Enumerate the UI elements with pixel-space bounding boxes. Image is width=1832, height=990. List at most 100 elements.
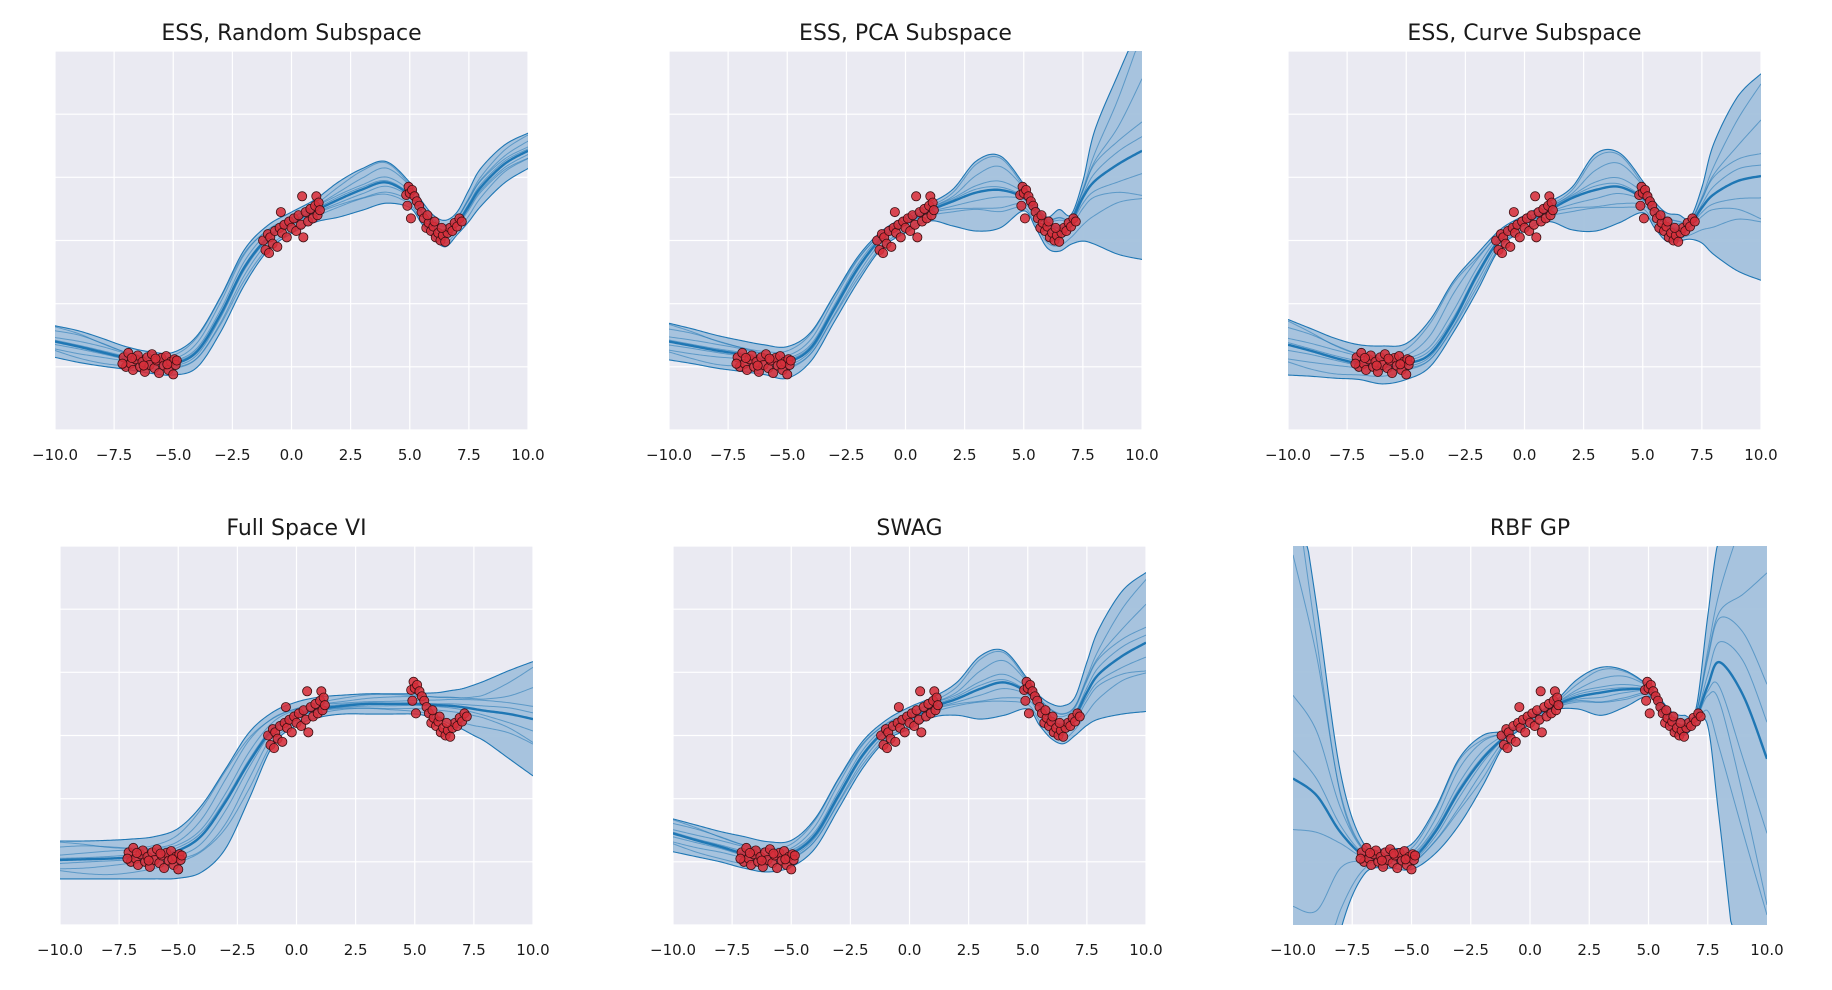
observation-point: [1070, 216, 1081, 227]
observation-point: [1520, 727, 1531, 738]
x-tick-label: −10.0: [37, 941, 83, 959]
observation-point: [436, 222, 447, 233]
x-tick-label: −2.5: [832, 941, 868, 959]
x-tick-label: 2.5: [953, 446, 977, 464]
observation-point: [731, 358, 742, 369]
observation-point: [280, 702, 291, 713]
observation-point: [886, 241, 897, 252]
observation-point: [899, 727, 910, 738]
observation-point: [895, 232, 906, 243]
observation-point: [150, 353, 161, 364]
subplot: ESS, Curve Subspace −10.0 −7.5 −5.0 −2.5 0.0 2…: [1265, 21, 1778, 464]
observation-point: [122, 853, 133, 864]
observation-point: [162, 359, 173, 370]
subplot: SWAG −10.0 −7.5 −5.0 −2.5 0.0 2.5 5.0 7.5 10.0: [650, 516, 1163, 959]
observation-point: [756, 855, 767, 866]
observation-point: [780, 854, 791, 865]
x-tick-label: 2.5: [1572, 446, 1596, 464]
observation-point: [1644, 708, 1655, 719]
x-tick-label: −5.0: [773, 941, 809, 959]
observation-point: [176, 850, 187, 861]
observation-point: [1535, 686, 1546, 697]
observation-point: [1668, 711, 1679, 722]
observation-point: [281, 232, 292, 243]
observation-point: [440, 236, 451, 247]
observation-point: [782, 369, 793, 380]
observation-point: [772, 863, 783, 874]
band-upper-edge: [673, 572, 1146, 844]
observation-point: [1047, 711, 1058, 722]
observation-point: [1054, 236, 1065, 247]
x-tick-label: 2.5: [339, 446, 363, 464]
observation-point: [461, 711, 472, 722]
observation-point: [915, 686, 926, 697]
observation-point: [314, 205, 325, 216]
band-upper-edge: [55, 132, 528, 355]
observation-point: [138, 360, 149, 371]
observation-point: [1502, 743, 1513, 754]
observation-point: [1404, 355, 1415, 366]
observation-point: [167, 854, 178, 865]
subplot-title: RBF GP: [1490, 516, 1570, 541]
observation-point: [1655, 210, 1666, 221]
observation-point: [1505, 241, 1516, 252]
observation-point: [434, 711, 445, 722]
x-tick-label: 2.5: [344, 941, 368, 959]
x-tick-label: −7.5: [101, 941, 137, 959]
observation-point: [912, 232, 923, 243]
observation-point: [1023, 708, 1034, 719]
x-tick-label: 10.0: [1744, 446, 1777, 464]
x-tick-label: −5.0: [155, 446, 191, 464]
observation-point: [1388, 848, 1399, 859]
observation-point: [131, 847, 142, 858]
x-tick-label: −7.5: [96, 446, 132, 464]
posterior-sample-line: [60, 666, 533, 849]
observation-point: [744, 847, 755, 858]
observation-point: [764, 353, 775, 364]
x-tick-label: 0.0: [898, 941, 922, 959]
observation-point: [1395, 359, 1406, 370]
observation-point: [932, 700, 943, 711]
observation-point: [143, 855, 154, 866]
observation-point: [407, 695, 418, 706]
observation-point: [303, 727, 314, 738]
x-tick-label: 10.0: [516, 941, 549, 959]
band-upper-edge: [669, 51, 1130, 348]
band-upper-edge: [60, 661, 533, 842]
observation-point: [1638, 213, 1649, 224]
x-tick-label: −2.5: [828, 446, 864, 464]
observation-point: [1497, 248, 1508, 259]
observation-point: [1376, 855, 1387, 866]
x-tick-label: 0.0: [1518, 941, 1542, 959]
observation-point: [456, 216, 467, 227]
observation-point: [1669, 222, 1680, 233]
observation-point: [168, 369, 179, 380]
observation-point: [117, 358, 128, 369]
observation-point: [916, 727, 927, 738]
observation-point: [1406, 864, 1417, 875]
observation-point: [1547, 205, 1558, 216]
observation-point: [1689, 216, 1700, 227]
observation-point: [776, 359, 787, 370]
observation-point: [410, 708, 421, 719]
x-tick-label: 2.5: [1577, 941, 1601, 959]
x-tick-label: −2.5: [219, 941, 255, 959]
band-lower-edge: [1288, 212, 1761, 385]
observation-point: [1387, 368, 1398, 379]
x-tick-label: 5.0: [398, 446, 422, 464]
x-tick-label: −7.5: [1334, 941, 1370, 959]
x-tick-label: 10.0: [511, 446, 544, 464]
observation-point: [1036, 210, 1047, 221]
observation-point: [1359, 352, 1370, 363]
x-tick-label: −5.0: [769, 446, 805, 464]
observation-point: [882, 743, 893, 754]
observation-point: [1635, 200, 1646, 211]
x-tick-label: −5.0: [160, 941, 196, 959]
observation-point: [302, 686, 313, 697]
observation-point: [1355, 853, 1366, 864]
observation-point: [752, 360, 763, 371]
observation-point: [878, 248, 889, 259]
x-tick-label: 10.0: [1125, 446, 1158, 464]
subplot-title: Full Space VI: [226, 516, 366, 541]
x-tick-label: −10.0: [1270, 941, 1316, 959]
